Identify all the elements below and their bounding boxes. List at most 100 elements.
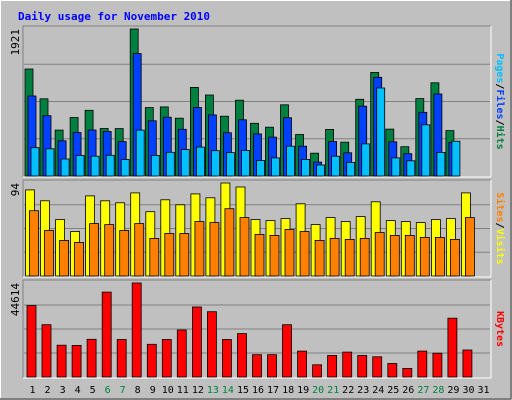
day-label-12: 12: [192, 385, 204, 396]
bar-kbytes-day-19: [297, 350, 308, 378]
bar-pages-day-29: [451, 140, 461, 177]
day-label-13: 13: [207, 385, 219, 396]
bar-sites-day-20: [314, 239, 325, 277]
bar-sites-day-16: [254, 233, 265, 277]
bar-kbytes-day-29: [447, 317, 458, 378]
bar-kbytes-day-16: [252, 354, 262, 378]
bar-pages-day-26: [406, 160, 416, 177]
bar-kbytes-day-10: [161, 339, 172, 378]
day-label-7: 7: [120, 385, 126, 396]
bar-pages-day-25: [391, 157, 401, 177]
bar-kbytes-day-6: [101, 291, 112, 378]
bar-sites-day-4: [74, 241, 84, 277]
day-label-29: 29: [447, 385, 459, 396]
day-label-4: 4: [75, 385, 81, 396]
bar-kbytes-day-28: [432, 352, 443, 378]
series-legend-kbytes: KBytes: [495, 311, 506, 347]
bar-pages-day-1: [30, 147, 40, 177]
bar-sites-day-10: [164, 233, 175, 277]
bar-kbytes-day-13: [206, 311, 217, 378]
bar-kbytes-day-15: [237, 333, 247, 378]
bar-pages-day-22: [346, 161, 356, 177]
day-label-20: 20: [312, 385, 324, 396]
day-label-1: 1: [29, 385, 35, 396]
series-legend-visits: Sites/Visits: [495, 192, 507, 264]
y-max-label-kbytes: 44614: [9, 283, 22, 316]
bar-sites-day-21: [329, 237, 340, 277]
bar-kbytes-day-4: [71, 344, 82, 378]
bar-kbytes-day-30: [462, 349, 473, 378]
bar-pages-day-8: [135, 129, 145, 177]
bar-sites-day-25: [389, 234, 400, 277]
bar-sites-day-27: [419, 236, 430, 277]
bar-kbytes-day-3: [56, 344, 67, 378]
bar-kbytes-day-5: [86, 338, 97, 378]
bar-pages-day-13: [210, 150, 220, 177]
bar-pages-day-19: [301, 158, 311, 177]
x-axis-day-labels: 1 2 3 4 5 6 7 8 9 10 11 12 13 14 15 16 17 18 19 20 21 22 23 24 2…: [29, 385, 489, 396]
bar-pages-day-17: [271, 157, 280, 177]
panel-kbytes: 44614 KBytes: [9, 279, 506, 379]
bar-kbytes-day-1: [26, 305, 37, 378]
bar-pages-day-3: [60, 158, 70, 177]
bar-kbytes-day-11: [176, 329, 187, 378]
bar-sites-day-8: [134, 223, 145, 277]
bar-kbytes-day-22: [342, 351, 353, 378]
day-label-19: 19: [297, 385, 309, 396]
day-label-24: 24: [372, 385, 384, 396]
day-label-6: 6: [105, 385, 111, 396]
bar-sites-day-26: [404, 234, 415, 277]
bar-sites-day-3: [59, 239, 69, 277]
bar-sites-day-23: [359, 237, 370, 277]
bar-kbytes-day-20: [312, 364, 323, 378]
day-label-9: 9: [150, 385, 156, 396]
bar-pages-day-27: [421, 124, 431, 177]
bar-pages-day-6: [105, 154, 115, 177]
bar-pages-day-10: [165, 151, 175, 177]
series-legend-hits: Pages/Files/Hits: [495, 53, 507, 149]
bar-sites-day-19: [299, 231, 310, 277]
bar-kbytes-day-27: [417, 350, 428, 378]
bar-sites-day-7: [119, 230, 130, 277]
bar-kbytes-day-17: [267, 354, 277, 378]
bar-sites-day-1: [29, 210, 39, 277]
legend-separator: /: [495, 222, 506, 228]
bar-pages-day-14: [225, 152, 235, 177]
bar-sites-day-6: [104, 224, 115, 277]
y-max-label-visits: 94: [9, 183, 22, 197]
bar-pages-day-11: [180, 149, 190, 177]
legend-hits: Hits: [495, 126, 507, 150]
legend-pages: Pages: [495, 53, 506, 83]
bar-sites-day-24: [374, 232, 385, 277]
legend-files: Files: [495, 89, 507, 119]
day-label-16: 16: [252, 385, 264, 396]
bar-kbytes-day-14: [221, 339, 232, 378]
bar-kbytes-day-23: [357, 355, 368, 378]
bar-sites-day-15: [239, 217, 250, 277]
bar-sites-day-18: [284, 229, 295, 277]
bar-pages-day-16: [256, 160, 265, 177]
day-label-31: 31: [477, 385, 489, 396]
bar-kbytes-day-26: [402, 367, 413, 378]
bar-kbytes-day-18: [282, 324, 292, 378]
day-label-23: 23: [357, 385, 369, 396]
bar-kbytes-day-8: [131, 282, 142, 378]
bar-sites-day-9: [149, 237, 160, 277]
y-max-label-hits: 1921: [9, 29, 22, 56]
day-label-2: 2: [44, 385, 50, 396]
bar-sites-day-28: [434, 236, 445, 277]
bar-pages-day-4: [75, 155, 85, 177]
bar-sites-day-14: [224, 208, 235, 277]
bar-pages-day-23: [361, 143, 371, 177]
bar-sites-day-2: [44, 230, 54, 277]
bar-pages-day-9: [150, 154, 160, 177]
legend-kbytes: KBytes: [495, 311, 506, 347]
bar-pages-day-18: [286, 145, 295, 177]
bar-pages-day-2: [45, 148, 55, 177]
bar-pages-day-24: [376, 87, 386, 177]
day-label-8: 8: [135, 385, 141, 396]
bar-sites-day-17: [269, 234, 280, 277]
chart-panels: 1921 Pages/Files/Hits 94 Sites/Visits 44614 K…: [9, 25, 507, 379]
day-label-3: 3: [60, 385, 66, 396]
